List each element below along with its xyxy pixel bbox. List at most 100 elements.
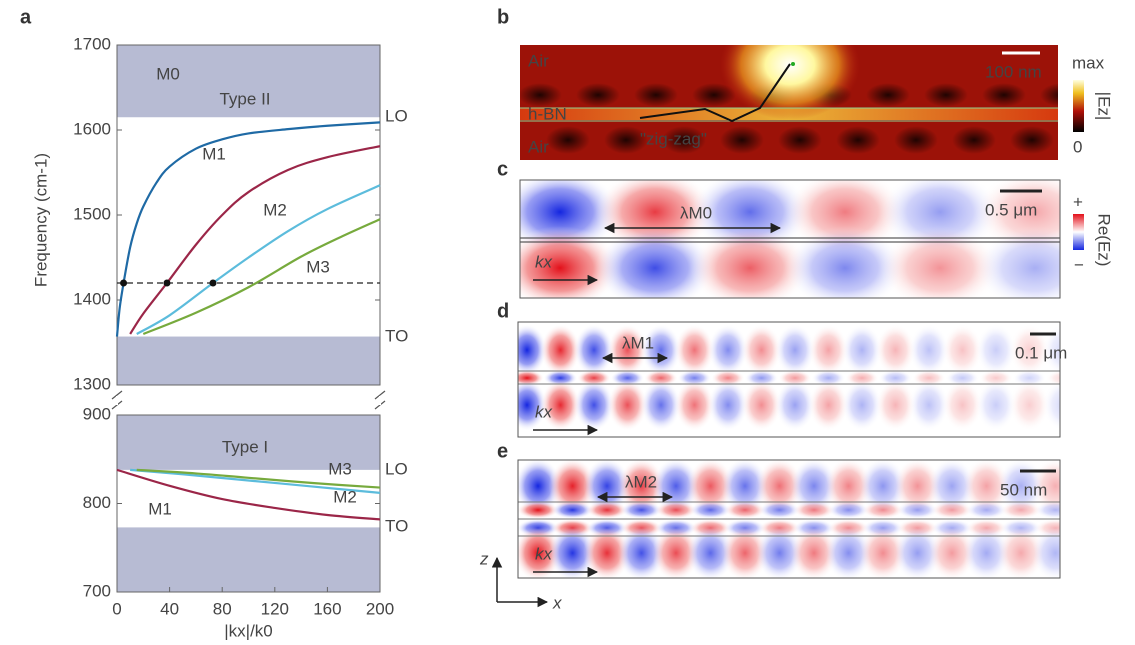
y-tick-label: 700	[83, 581, 111, 600]
field-dark	[1040, 83, 1058, 107]
scale-label: 0.5 μm	[985, 200, 1037, 219]
field-lobe	[689, 501, 732, 519]
label: Air	[528, 137, 549, 156]
panel-letter: e	[497, 440, 508, 462]
field-lobe	[785, 226, 905, 298]
y-tick-label: 1600	[73, 119, 111, 138]
label: "zig-zag"	[640, 129, 707, 148]
field-dark	[576, 83, 620, 107]
colorbar-label: +	[1073, 192, 1083, 211]
field-lobe	[893, 460, 942, 514]
panel-letter: d	[497, 300, 509, 322]
panel-letter: a	[20, 6, 32, 28]
colorbar-label: −	[1074, 255, 1084, 274]
panel-letter: c	[497, 158, 508, 180]
x-tick-label: 40	[160, 599, 179, 618]
mode-label: M3	[328, 459, 352, 478]
field-lobe	[827, 501, 870, 519]
mode-curve	[142, 218, 381, 336]
field-dark	[924, 83, 968, 107]
field-lobe	[595, 226, 715, 298]
field-lobe	[962, 525, 1011, 578]
field-lobe	[942, 379, 983, 431]
break-gap	[379, 396, 381, 405]
x-axis-label: |kx|/k0	[224, 621, 273, 640]
field-lobe	[962, 460, 1011, 514]
annotation: LO	[385, 459, 408, 478]
hotspot	[720, 45, 860, 120]
intersection-point	[163, 279, 171, 287]
wavelength-label: λM2	[625, 472, 657, 491]
field-map	[518, 460, 1060, 578]
panel-letter: b	[497, 6, 509, 28]
forbidden-band	[117, 527, 380, 592]
field-dark	[866, 83, 910, 107]
annotation: LO	[385, 106, 408, 125]
field-lobe	[1009, 324, 1050, 376]
field-lobe	[976, 324, 1016, 376]
dipole	[791, 62, 795, 66]
mode-label: M1	[148, 499, 172, 518]
field-lobe	[708, 379, 748, 431]
x-tick-label: 0	[112, 599, 121, 618]
field-lobe	[997, 525, 1045, 578]
forbidden-band	[117, 336, 380, 385]
field-lobe	[928, 525, 976, 578]
field-lobe	[724, 501, 766, 519]
near-field-map	[520, 45, 1058, 160]
field-lobe	[574, 379, 614, 431]
field-lobe	[976, 379, 1016, 431]
field-lobe	[690, 226, 810, 298]
field-lobe	[518, 379, 547, 431]
field-dark	[836, 126, 880, 154]
scale-label: 0.1 μm	[1015, 343, 1067, 362]
field-dark	[982, 83, 1026, 107]
wavelength-label: λM0	[680, 203, 712, 222]
mode-curve	[116, 468, 381, 521]
field-lobe	[859, 460, 907, 514]
field-dark	[634, 83, 678, 107]
field-lobe	[997, 460, 1045, 514]
field-lobe	[942, 324, 983, 376]
field-lobe	[896, 501, 939, 519]
field-lobe	[540, 379, 581, 431]
field-dark	[778, 126, 822, 154]
field-lobe	[674, 324, 715, 376]
field-lobe	[790, 525, 838, 578]
field-lobe	[1034, 501, 1060, 519]
field-lobe	[741, 379, 782, 431]
field-lobe	[862, 501, 904, 519]
field-lobe	[880, 226, 1000, 298]
field-lobe	[842, 324, 882, 376]
colorbar	[1073, 80, 1084, 132]
field-lobe	[620, 501, 663, 519]
field-dark	[692, 83, 736, 107]
field-lobe	[965, 501, 1008, 519]
y-tick-label: 900	[83, 404, 111, 423]
field-lobe	[859, 525, 907, 578]
field-lobe	[775, 379, 815, 431]
field-lobe	[909, 379, 949, 431]
scale-label: 100 nm	[985, 62, 1042, 81]
colorbar-label: 0	[1073, 137, 1082, 156]
axis-break	[374, 390, 386, 400]
field-lobe	[607, 379, 648, 431]
field-lobe	[1043, 324, 1060, 376]
field-lobe	[721, 460, 769, 514]
field-map	[518, 322, 1060, 437]
field-lobe	[674, 379, 715, 431]
mode-label: M2	[333, 487, 357, 506]
field-lobe	[1031, 525, 1060, 578]
scale-label: 50 nm	[1000, 480, 1047, 499]
field-dark	[720, 126, 764, 154]
x-tick-label: 160	[313, 599, 341, 618]
field-lobe	[808, 379, 849, 431]
annotation: Type II	[219, 89, 270, 108]
field-dark	[894, 126, 938, 154]
field-lobe	[548, 525, 597, 578]
field-lobe	[686, 460, 735, 514]
intersection-point	[209, 279, 217, 287]
map-frame	[517, 459, 1061, 579]
field-lobe	[775, 324, 815, 376]
